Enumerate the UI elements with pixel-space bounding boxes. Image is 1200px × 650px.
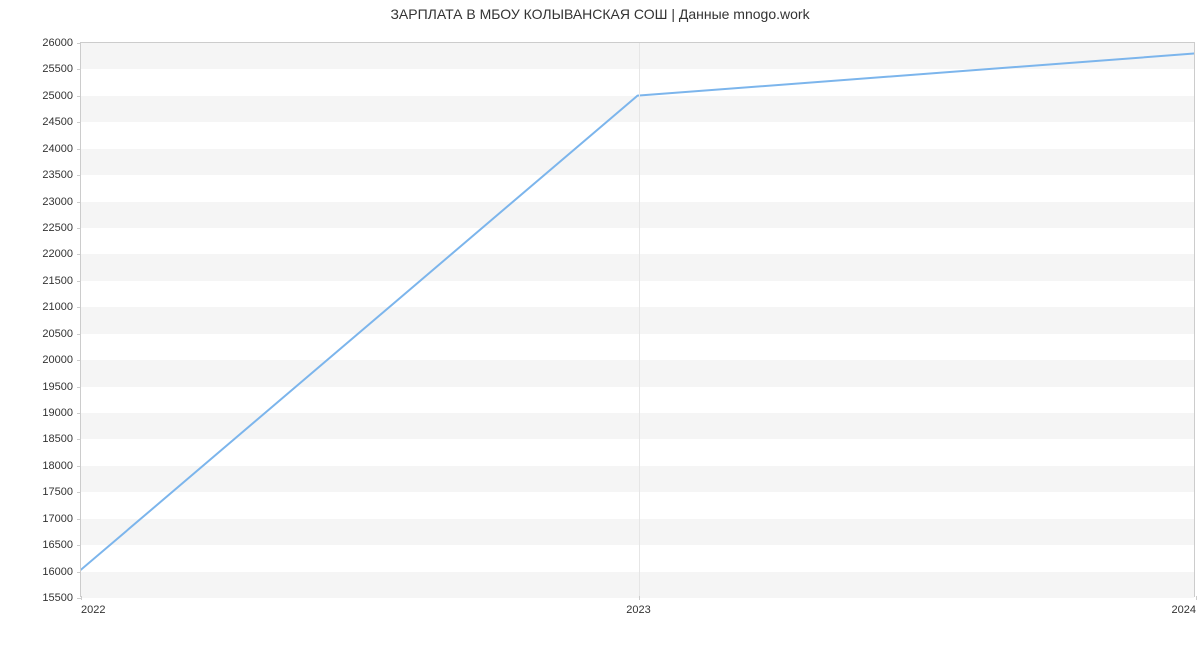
y-tick-label: 20500 [42,328,81,340]
y-tick-mark [77,334,81,335]
y-tick-mark [77,387,81,388]
y-tick-mark [77,96,81,97]
y-tick-mark [77,466,81,467]
y-tick-mark [77,413,81,414]
y-tick-mark [77,69,81,70]
y-tick-mark [77,281,81,282]
y-tick-label: 25000 [42,90,81,102]
y-tick-mark [77,572,81,573]
y-tick-mark [77,202,81,203]
y-tick-label: 18500 [42,433,81,445]
y-tick-label: 23500 [42,169,81,181]
x-tick-mark [1196,596,1197,600]
y-tick-mark [77,439,81,440]
series-line [81,54,1194,570]
salary-line-chart: ЗАРПЛАТА В МБОУ КОЛЫВАНСКАЯ СОШ | Данные… [0,0,1200,650]
y-tick-mark [77,519,81,520]
y-tick-mark [77,492,81,493]
y-tick-mark [77,43,81,44]
line-series [81,43,1194,596]
x-tick-label: 2022 [81,596,105,616]
y-tick-label: 15500 [42,592,81,604]
y-tick-label: 22000 [42,248,81,260]
x-tick-label: 2023 [626,596,650,616]
y-tick-label: 24500 [42,116,81,128]
x-grid-line [639,43,640,596]
y-tick-mark [77,254,81,255]
y-tick-mark [77,307,81,308]
y-tick-mark [77,545,81,546]
chart-title: ЗАРПЛАТА В МБОУ КОЛЫВАНСКАЯ СОШ | Данные… [0,6,1200,22]
y-tick-mark [77,149,81,150]
y-tick-label: 20000 [42,354,81,366]
y-tick-mark [77,360,81,361]
y-tick-label: 26000 [42,37,81,49]
y-tick-label: 21500 [42,275,81,287]
y-tick-label: 16500 [42,539,81,551]
x-tick-label: 2024 [1172,596,1196,616]
y-tick-mark [77,122,81,123]
y-tick-label: 19000 [42,407,81,419]
y-tick-mark [77,228,81,229]
plot-area: 1550016000165001700017500180001850019000… [80,42,1195,597]
y-tick-label: 22500 [42,222,81,234]
y-tick-label: 19500 [42,381,81,393]
y-tick-label: 18000 [42,460,81,472]
y-tick-label: 23000 [42,196,81,208]
y-tick-label: 17500 [42,486,81,498]
y-tick-label: 16000 [42,566,81,578]
y-tick-label: 17000 [42,513,81,525]
y-tick-label: 21000 [42,301,81,313]
y-tick-label: 24000 [42,143,81,155]
y-tick-label: 25500 [42,63,81,75]
y-tick-mark [77,175,81,176]
